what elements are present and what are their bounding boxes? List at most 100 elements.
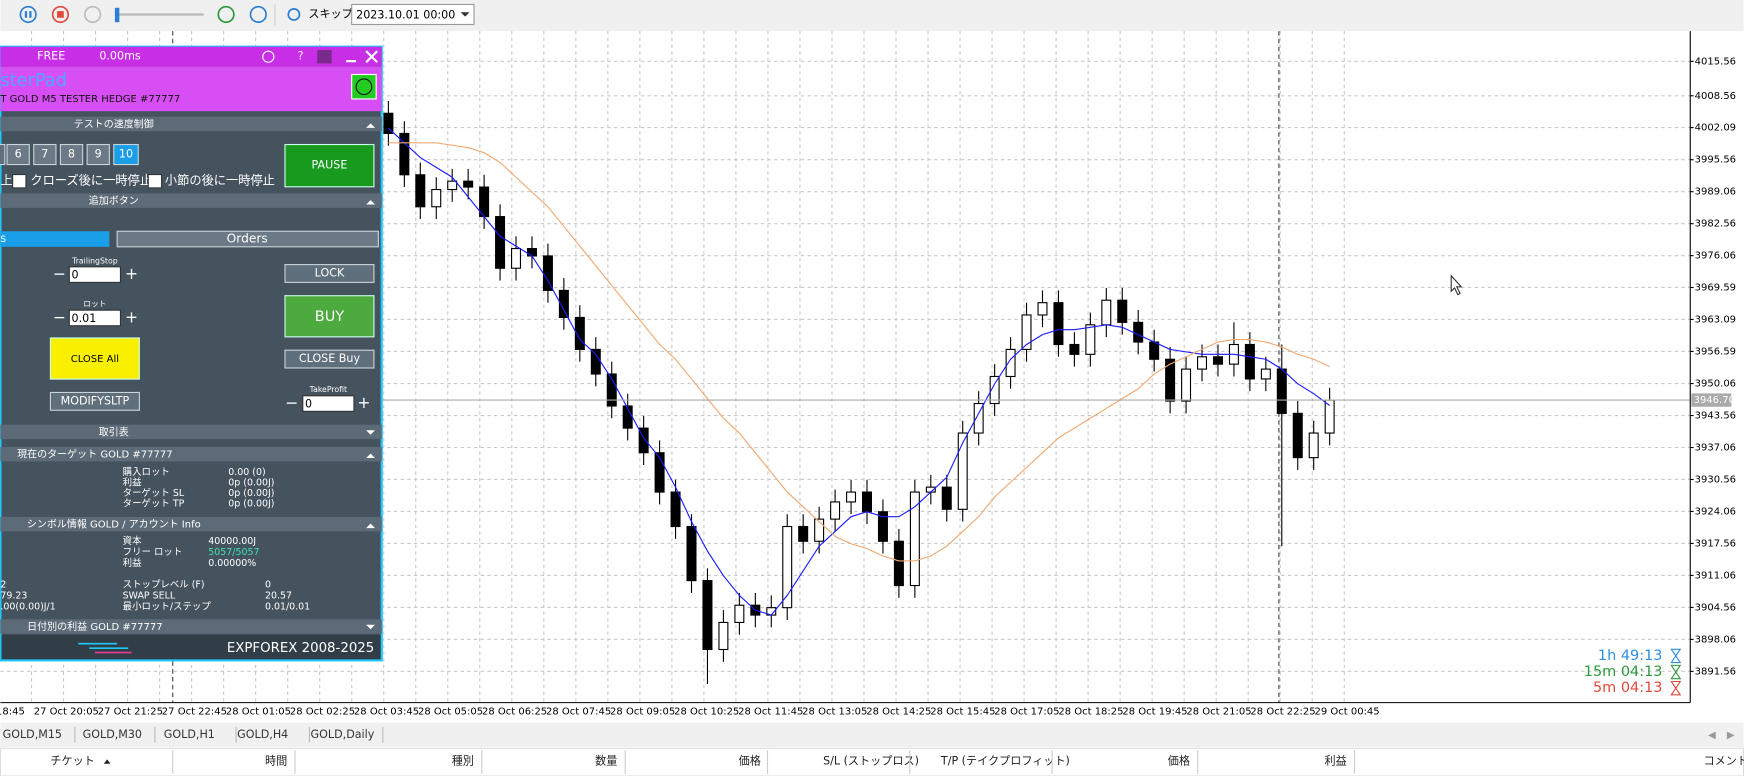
- column-header[interactable]: T/P (テイクプロフィット): [940, 755, 1070, 768]
- minus[interactable]: −: [53, 265, 66, 283]
- x-tick-label: 29 Oct 00:45: [1314, 707, 1379, 718]
- speed-button[interactable]: [6, 143, 30, 166]
- candle-body: [495, 216, 506, 269]
- candle-body: [415, 174, 426, 208]
- x-tick-label: 27 Oct 22:45: [162, 707, 227, 718]
- slider-thumb[interactable]: [114, 7, 120, 23]
- candle-body: [1069, 343, 1080, 355]
- column-header[interactable]: 数量: [595, 755, 617, 768]
- row-name: 購入ロット: [123, 466, 170, 478]
- y-tick-label: 3976.06: [1695, 251, 1736, 262]
- plus[interactable]: +: [125, 308, 138, 326]
- chart-tab[interactable]: GOLD,Daily: [311, 728, 375, 741]
- collapse-icon[interactable]: [366, 123, 376, 128]
- section-bar[interactable]: [0, 193, 382, 208]
- row-name: 最小ロット/ステップ: [123, 602, 212, 613]
- column-header[interactable]: コメント: [1704, 755, 1744, 768]
- speed-button[interactable]: [33, 143, 57, 166]
- tab-label: s: [0, 232, 6, 245]
- help-button[interactable]: ?: [298, 50, 304, 63]
- chart-tab[interactable]: GOLD,M15: [3, 728, 62, 741]
- step-button[interactable]: [249, 5, 267, 24]
- expand-icon[interactable]: [366, 624, 376, 630]
- column-header[interactable]: 価格: [739, 754, 761, 768]
- collapse-icon[interactable]: [366, 453, 376, 459]
- row-value: 20.57: [265, 590, 292, 601]
- lock-button[interactable]: [284, 264, 375, 283]
- modify-button[interactable]: [49, 391, 140, 411]
- footer-text: EXPFOREX 2008-2025: [227, 641, 374, 656]
- speed-button[interactable]: [86, 143, 110, 166]
- candle-body: [1244, 343, 1255, 380]
- section-bar[interactable]: [0, 619, 382, 634]
- y-tick-label: 3950.06: [1695, 379, 1736, 390]
- collapse-icon[interactable]: [366, 200, 376, 205]
- speed-button[interactable]: [113, 143, 139, 166]
- section-bar[interactable]: [0, 516, 382, 532]
- columns: チケット 時間 種別 数量 価格 S/L (ストップロス) T/P (テイクプロフィット) 価…: [50, 750, 1744, 774]
- info-button[interactable]: [262, 50, 275, 63]
- candle-body: [399, 132, 410, 176]
- rewind-button[interactable]: [84, 5, 102, 24]
- speed-button[interactable]: [59, 143, 84, 166]
- x-tick-label: 28 Oct 13:05: [802, 707, 867, 718]
- column-header[interactable]: 時間: [265, 755, 287, 768]
- row-name: 利益: [123, 557, 142, 569]
- expand-icon[interactable]: [366, 430, 376, 435]
- tab-active[interactable]: [0, 231, 110, 247]
- row-value: 40000.00J: [208, 536, 256, 547]
- checkbox[interactable]: [147, 173, 163, 189]
- pause-button[interactable]: [19, 5, 37, 24]
- column-header[interactable]: 利益: [1324, 754, 1346, 768]
- plus[interactable]: +: [125, 265, 138, 283]
- input[interactable]: [302, 395, 355, 412]
- row-value: 0p (0.00J): [228, 478, 274, 489]
- speed-button[interactable]: [0, 143, 6, 166]
- candle-body: [1133, 321, 1144, 343]
- plus[interactable]: +: [357, 394, 370, 412]
- column-header[interactable]: S/L (ストップロス): [823, 755, 919, 768]
- checkbox[interactable]: [12, 173, 27, 189]
- candle-body: [989, 375, 1000, 405]
- x-tick-label: 28 Oct 09:05: [610, 707, 675, 718]
- y-tick-label: 3930.56: [1695, 474, 1736, 485]
- collapse-icon[interactable]: [366, 523, 376, 529]
- skip-label[interactable]: スキップ: [308, 7, 352, 20]
- chart-tab[interactable]: GOLD,M30: [83, 728, 142, 741]
- settings-button[interactable]: [317, 50, 332, 64]
- candle-body: [798, 525, 809, 542]
- x-tick-label: 28 Oct 05:05: [418, 707, 483, 718]
- date-combo[interactable]: [351, 3, 475, 26]
- close-all-button[interactable]: [49, 337, 140, 380]
- tab[interactable]: [116, 230, 379, 248]
- moving-average: [388, 127, 1330, 616]
- stop-button[interactable]: [51, 5, 70, 24]
- buy-button[interactable]: [284, 295, 375, 338]
- input[interactable]: [68, 266, 122, 283]
- column-header[interactable]: 価格: [1168, 754, 1190, 768]
- row-value: 0.00000%: [208, 558, 256, 569]
- chart-tab[interactable]: GOLD,H4: [237, 728, 288, 741]
- minus[interactable]: −: [53, 308, 66, 326]
- chart-tab[interactable]: GOLD,H1: [164, 728, 215, 741]
- moving-average: [388, 142, 1330, 562]
- forward-button[interactable]: [217, 5, 235, 24]
- column-header[interactable]: 種別: [452, 754, 474, 768]
- minus[interactable]: −: [285, 394, 298, 412]
- scroll-right[interactable]: ▶: [1727, 730, 1735, 741]
- section-bar[interactable]: [0, 424, 382, 440]
- y-tick-label: 3937.06: [1695, 443, 1736, 454]
- close-button[interactable]: [365, 50, 379, 64]
- date-value: 2023.10.01 00:00: [356, 9, 455, 22]
- close-buy-button[interactable]: [284, 349, 375, 369]
- scroll-left[interactable]: ◀: [1708, 730, 1716, 741]
- section-title: シンボル情報 GOLD / アカウント Info: [27, 518, 201, 531]
- x-tick-label: 27 Oct 21:25: [98, 707, 163, 718]
- section-bar[interactable]: [0, 116, 382, 132]
- section-bar[interactable]: [0, 446, 382, 462]
- section-title: 追加ボタン: [89, 194, 139, 207]
- input[interactable]: [68, 309, 122, 327]
- column-header[interactable]: チケット: [50, 755, 94, 768]
- pause-button[interactable]: [284, 143, 375, 188]
- hourglass-icon: [1670, 680, 1682, 696]
